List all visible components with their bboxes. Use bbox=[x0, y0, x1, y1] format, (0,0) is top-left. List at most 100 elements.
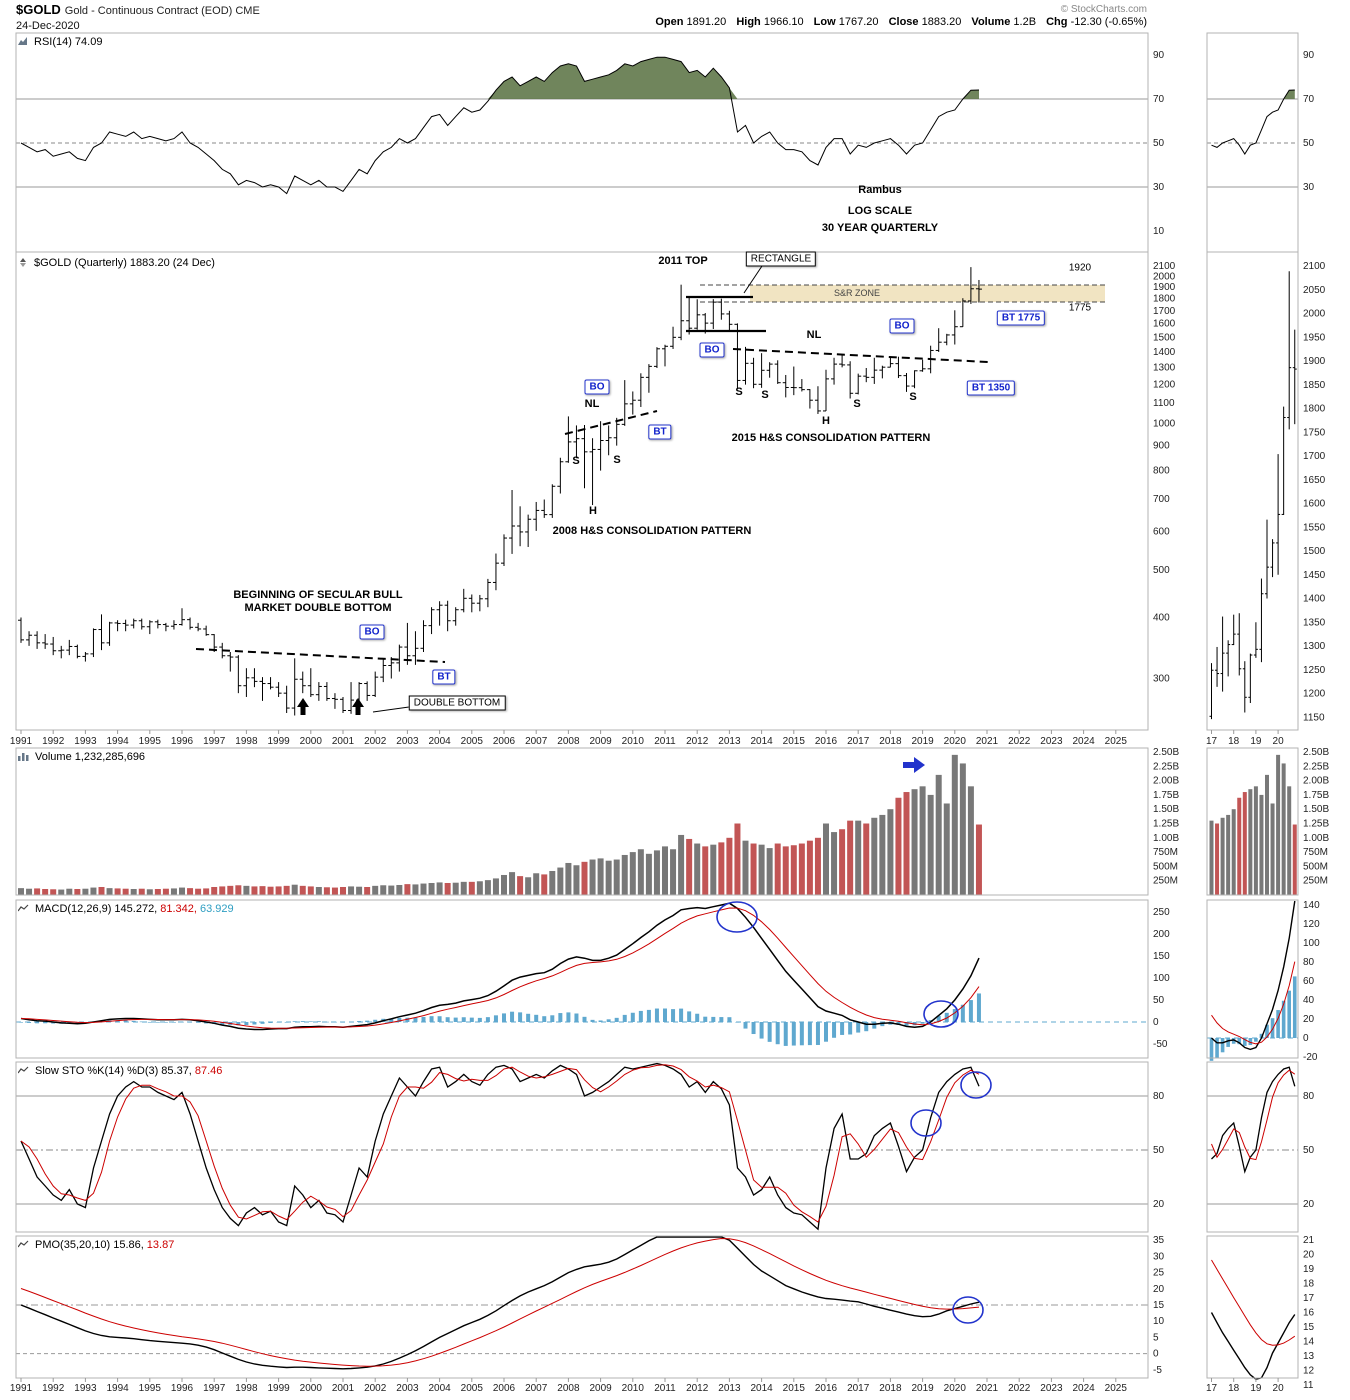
svg-text:1992: 1992 bbox=[42, 1383, 65, 1394]
y-axis-label: 10 bbox=[1153, 226, 1165, 237]
breakout-backtest-label: BO bbox=[584, 379, 610, 395]
svg-text:2.25B: 2.25B bbox=[1153, 761, 1179, 772]
breakout-backtest-label: BT bbox=[432, 669, 456, 685]
volume-label: Volume bbox=[971, 16, 1011, 28]
up-arrow-marker bbox=[352, 698, 364, 715]
svg-text:2011: 2011 bbox=[654, 1383, 676, 1394]
svg-text:2.00B: 2.00B bbox=[1303, 776, 1329, 787]
y-axis-label: 1450 bbox=[1303, 570, 1326, 581]
y-axis-label: 1800 bbox=[1153, 294, 1176, 305]
svg-text:1.75B: 1.75B bbox=[1153, 790, 1179, 801]
svg-text:2018: 2018 bbox=[879, 1383, 902, 1394]
up-arrow-marker bbox=[297, 698, 309, 715]
y-axis-label: 70 bbox=[1153, 94, 1165, 105]
breakout-backtest-label: BT 1350 bbox=[966, 380, 1016, 396]
svg-text:1998: 1998 bbox=[235, 736, 258, 747]
svg-text:1.50B: 1.50B bbox=[1303, 804, 1329, 815]
quote-line: Open 1891.20 High 1966.10 Low 1767.20 Cl… bbox=[648, 16, 1147, 29]
svg-text:2000: 2000 bbox=[300, 736, 323, 747]
y-axis-label: 14 bbox=[1303, 1337, 1315, 1348]
price-panel bbox=[18, 267, 1297, 720]
axis-labels: 9070503010210020001900180017001600150014… bbox=[10, 50, 1330, 1394]
svg-text:2008: 2008 bbox=[557, 1383, 580, 1394]
chart-annotation-label: H bbox=[822, 415, 830, 427]
y-axis-label: 1900 bbox=[1153, 282, 1176, 293]
svg-text:17: 17 bbox=[1206, 1383, 1218, 1394]
y-axis-label: 120 bbox=[1303, 919, 1320, 930]
price-panel-title: $GOLD (Quarterly) 1883.20 (24 Dec) bbox=[18, 257, 215, 270]
svg-text:18: 18 bbox=[1228, 1383, 1240, 1394]
y-axis-label: 1900 bbox=[1303, 356, 1326, 367]
y-axis-label: 1400 bbox=[1153, 347, 1176, 358]
svg-text:2000: 2000 bbox=[300, 1383, 323, 1394]
y-axis-label: 13 bbox=[1303, 1351, 1315, 1362]
sto-panel-title: Slow STO %K(14) %D(3) 85.37, 87.46 bbox=[17, 1065, 222, 1078]
svg-text:2017: 2017 bbox=[847, 1383, 870, 1394]
svg-text:2018: 2018 bbox=[879, 736, 902, 747]
svg-text:1.25B: 1.25B bbox=[1303, 819, 1329, 830]
y-axis-label: 0 bbox=[1153, 1349, 1159, 1360]
rsi-panel bbox=[16, 56, 1298, 195]
y-axis-label: 1500 bbox=[1303, 546, 1326, 557]
y-axis-label: 20 bbox=[1153, 1199, 1165, 1210]
y-axis-label: 1250 bbox=[1303, 665, 1326, 676]
svg-text:1.75B: 1.75B bbox=[1303, 790, 1329, 801]
svg-text:2007: 2007 bbox=[525, 736, 548, 747]
annotation-shapes bbox=[297, 265, 992, 1324]
svg-text:1993: 1993 bbox=[74, 736, 97, 747]
y-axis-label: 1750 bbox=[1303, 427, 1326, 438]
svg-text:1.00B: 1.00B bbox=[1153, 833, 1179, 844]
y-axis-label: 1350 bbox=[1303, 617, 1326, 628]
chart-annotation-label: S bbox=[613, 454, 621, 466]
y-axis-label: 600 bbox=[1153, 527, 1170, 538]
y-axis-label: 1550 bbox=[1303, 522, 1326, 533]
svg-text:2.50B: 2.50B bbox=[1153, 747, 1179, 758]
y-axis-label: 20 bbox=[1153, 1284, 1165, 1295]
chart-annotation-label: S bbox=[761, 389, 769, 401]
pmo-panel bbox=[16, 1236, 1296, 1380]
y-axis-label: 1400 bbox=[1303, 594, 1326, 605]
y-axis-label: 1800 bbox=[1303, 404, 1326, 415]
y-axis-label: 900 bbox=[1153, 441, 1170, 452]
price-icon bbox=[18, 258, 28, 270]
open-label: Open bbox=[655, 16, 684, 28]
volume-icon bbox=[18, 752, 29, 764]
y-axis-label: 1600 bbox=[1303, 499, 1326, 510]
sto-panel bbox=[16, 1062, 1298, 1231]
y-axis-label: 1700 bbox=[1153, 306, 1176, 317]
y-axis-label: 50 bbox=[1153, 995, 1165, 1006]
y-axis-label: 80 bbox=[1303, 957, 1315, 968]
svg-text:2025: 2025 bbox=[1105, 736, 1128, 747]
y-axis-label: 20 bbox=[1303, 1014, 1315, 1025]
svg-text:2.50B: 2.50B bbox=[1303, 747, 1329, 758]
svg-text:2008: 2008 bbox=[557, 736, 580, 747]
y-axis-label: 1200 bbox=[1303, 689, 1326, 700]
y-axis-label: 1150 bbox=[1303, 712, 1325, 723]
y-axis-label: 2100 bbox=[1153, 261, 1176, 272]
svg-text:2015: 2015 bbox=[783, 1383, 806, 1394]
y-axis-label: 300 bbox=[1153, 674, 1170, 685]
callout-label: RECTANGLE bbox=[745, 251, 817, 267]
y-axis-label: 20 bbox=[1303, 1199, 1315, 1210]
svg-text:2009: 2009 bbox=[589, 736, 612, 747]
svg-text:2014: 2014 bbox=[750, 1383, 773, 1394]
svg-text:2020: 2020 bbox=[944, 1383, 967, 1394]
svg-text:1991: 1991 bbox=[10, 1383, 33, 1394]
svg-text:1997: 1997 bbox=[203, 736, 226, 747]
y-axis-label: 150 bbox=[1153, 951, 1170, 962]
chart-header-left: $GOLD Gold - Continuous Contract (EOD) CM… bbox=[16, 3, 260, 33]
svg-text:2013: 2013 bbox=[718, 1383, 741, 1394]
svg-text:1.00B: 1.00B bbox=[1303, 833, 1329, 844]
svg-text:1994: 1994 bbox=[106, 736, 129, 747]
y-axis-label: 2000 bbox=[1153, 271, 1176, 282]
chart-annotation-label: NL bbox=[584, 398, 600, 410]
svg-text:2021: 2021 bbox=[976, 1383, 999, 1394]
svg-text:1.25B: 1.25B bbox=[1153, 819, 1179, 830]
svg-text:2005: 2005 bbox=[461, 736, 484, 747]
chart-annotation-label: S bbox=[909, 391, 917, 403]
svg-text:1998: 1998 bbox=[235, 1383, 258, 1394]
volume-panel-title: Volume 1,232,285,696 bbox=[18, 751, 145, 764]
svg-text:2.25B: 2.25B bbox=[1303, 761, 1329, 772]
